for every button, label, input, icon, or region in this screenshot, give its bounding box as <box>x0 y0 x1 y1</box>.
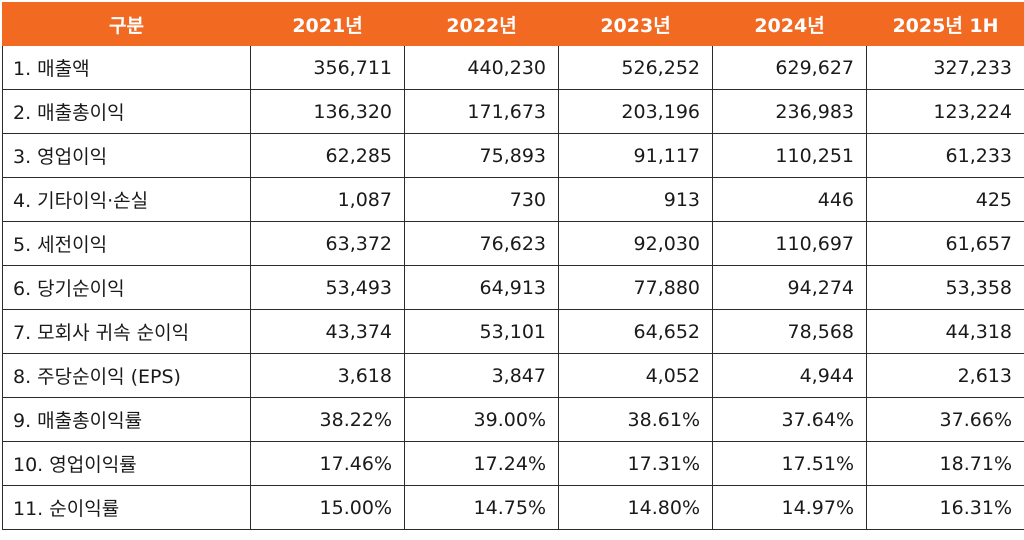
cell-value: 44,318 <box>866 309 1024 354</box>
cell-value: 64,652 <box>558 309 713 354</box>
cell-value: 91,117 <box>558 133 713 178</box>
cell-value: 64,913 <box>404 265 559 310</box>
table-row: 8. 주당순이익 (EPS) 3,618 3,847 4,052 4,944 2… <box>2 353 1024 398</box>
cell-value: 123,224 <box>866 89 1024 134</box>
header-category: 구분 <box>2 2 251 46</box>
header-2022: 2022년 <box>404 2 559 46</box>
row-label: 6. 당기순이익 <box>2 265 251 310</box>
cell-value: 38.61% <box>558 397 713 442</box>
cell-value: 136,320 <box>250 89 405 134</box>
cell-value: 53,358 <box>866 265 1024 310</box>
cell-value: 440,230 <box>404 45 559 90</box>
cell-value: 236,983 <box>712 89 867 134</box>
cell-value: 17.31% <box>558 441 713 486</box>
cell-value: 75,893 <box>404 133 559 178</box>
cell-value: 63,372 <box>250 221 405 266</box>
cell-value: 18.71% <box>866 441 1024 486</box>
cell-value: 78,568 <box>712 309 867 354</box>
cell-value: 17.46% <box>250 441 405 486</box>
financial-summary-table: 구분 2021년 2022년 2023년 2024년 2025년 1H 1. 매… <box>2 2 1024 530</box>
cell-value: 913 <box>558 177 713 222</box>
cell-value: 4,052 <box>558 353 713 398</box>
row-label: 9. 매출총이익률 <box>2 397 251 442</box>
header-2025-1h: 2025년 1H <box>866 2 1024 46</box>
cell-value: 110,251 <box>712 133 867 178</box>
financial-table-container: 구분 2021년 2022년 2023년 2024년 2025년 1H 1. 매… <box>2 2 1024 530</box>
cell-value: 37.64% <box>712 397 867 442</box>
cell-value: 3,618 <box>250 353 405 398</box>
cell-value: 53,493 <box>250 265 405 310</box>
row-label: 5. 세전이익 <box>2 221 251 266</box>
cell-value: 110,697 <box>712 221 867 266</box>
row-label: 8. 주당순이익 (EPS) <box>2 353 251 398</box>
cell-value: 61,657 <box>866 221 1024 266</box>
cell-value: 4,944 <box>712 353 867 398</box>
cell-value: 94,274 <box>712 265 867 310</box>
cell-value: 526,252 <box>558 45 713 90</box>
cell-value: 203,196 <box>558 89 713 134</box>
cell-value: 17.24% <box>404 441 559 486</box>
cell-value: 53,101 <box>404 309 559 354</box>
table-row: 2. 매출총이익 136,320 171,673 203,196 236,983… <box>2 89 1024 134</box>
header-2021: 2021년 <box>250 2 405 46</box>
cell-value: 14.80% <box>558 485 713 530</box>
cell-value: 14.75% <box>404 485 559 530</box>
cell-value: 76,623 <box>404 221 559 266</box>
cell-value: 327,233 <box>866 45 1024 90</box>
row-label: 11. 순이익률 <box>2 485 251 530</box>
row-label: 2. 매출총이익 <box>2 89 251 134</box>
cell-value: 171,673 <box>404 89 559 134</box>
row-label: 1. 매출액 <box>2 45 251 90</box>
table-header-row: 구분 2021년 2022년 2023년 2024년 2025년 1H <box>2 2 1024 46</box>
cell-value: 38.22% <box>250 397 405 442</box>
table-row: 1. 매출액 356,711 440,230 526,252 629,627 3… <box>2 45 1024 90</box>
cell-value: 730 <box>404 177 559 222</box>
header-2023: 2023년 <box>558 2 713 46</box>
cell-value: 446 <box>712 177 867 222</box>
cell-value: 62,285 <box>250 133 405 178</box>
table-body: 1. 매출액 356,711 440,230 526,252 629,627 3… <box>2 45 1024 530</box>
cell-value: 2,613 <box>866 353 1024 398</box>
table-row: 3. 영업이익 62,285 75,893 91,117 110,251 61,… <box>2 133 1024 178</box>
cell-value: 39.00% <box>404 397 559 442</box>
header-2024: 2024년 <box>712 2 867 46</box>
table-row: 7. 모회사 귀속 순이익 43,374 53,101 64,652 78,56… <box>2 309 1024 354</box>
cell-value: 77,880 <box>558 265 713 310</box>
cell-value: 629,627 <box>712 45 867 90</box>
table-row: 4. 기타이익·손실 1,087 730 913 446 425 <box>2 177 1024 222</box>
cell-value: 1,087 <box>250 177 405 222</box>
table-row: 5. 세전이익 63,372 76,623 92,030 110,697 61,… <box>2 221 1024 266</box>
row-label: 10. 영업이익률 <box>2 441 251 486</box>
cell-value: 14.97% <box>712 485 867 530</box>
cell-value: 356,711 <box>250 45 405 90</box>
cell-value: 425 <box>866 177 1024 222</box>
row-label: 3. 영업이익 <box>2 133 251 178</box>
cell-value: 16.31% <box>866 485 1024 530</box>
cell-value: 92,030 <box>558 221 713 266</box>
row-label: 7. 모회사 귀속 순이익 <box>2 309 251 354</box>
cell-value: 3,847 <box>404 353 559 398</box>
cell-value: 15.00% <box>250 485 405 530</box>
cell-value: 43,374 <box>250 309 405 354</box>
table-row: 11. 순이익률 15.00% 14.75% 14.80% 14.97% 16.… <box>2 485 1024 530</box>
cell-value: 61,233 <box>866 133 1024 178</box>
row-label: 4. 기타이익·손실 <box>2 177 251 222</box>
table-row: 9. 매출총이익률 38.22% 39.00% 38.61% 37.64% 37… <box>2 397 1024 442</box>
cell-value: 17.51% <box>712 441 867 486</box>
table-row: 10. 영업이익률 17.46% 17.24% 17.31% 17.51% 18… <box>2 441 1024 486</box>
table-row: 6. 당기순이익 53,493 64,913 77,880 94,274 53,… <box>2 265 1024 310</box>
cell-value: 37.66% <box>866 397 1024 442</box>
